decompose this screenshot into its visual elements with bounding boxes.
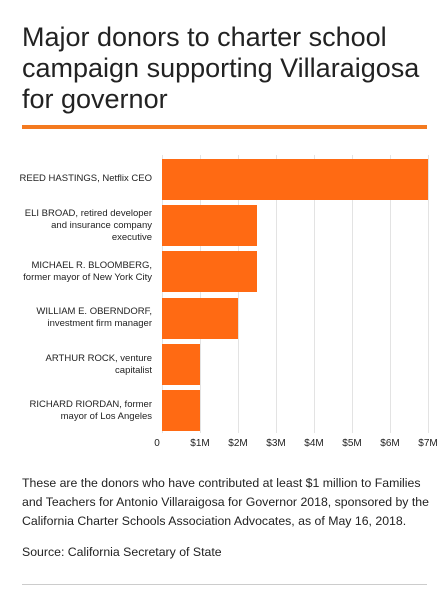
grid-line: [390, 155, 391, 433]
source: Source: California Secretary of State: [22, 545, 222, 559]
bar: [162, 205, 257, 246]
x-tick-label: $4M: [304, 438, 324, 449]
bar: [162, 158, 428, 200]
grid-line: [352, 155, 353, 433]
title-rule: [22, 125, 427, 129]
grid-line: [238, 155, 239, 433]
bar: [162, 251, 257, 293]
grid-line: [314, 155, 315, 433]
x-tick-label: $5M: [342, 438, 362, 449]
x-tick-label: $3M: [266, 438, 286, 449]
bar: [162, 297, 238, 339]
bar: [162, 344, 200, 385]
x-tick-label: $1M: [190, 438, 210, 449]
grid-line: [276, 155, 277, 433]
category-label: REED HASTINGS, Netflix CEO: [19, 173, 153, 185]
x-tick-label: $6M: [380, 438, 400, 449]
grid-line: [428, 155, 429, 433]
x-tick-label: $7M: [418, 438, 438, 449]
grid-line: [200, 155, 201, 433]
category-label: ELI BROAD, retired developer and insuran…: [24, 207, 152, 243]
category-label: RICHARD RIORDAN, former mayor of Los Ang…: [29, 398, 152, 422]
x-tick-label: $2M: [228, 438, 248, 449]
bar: [162, 390, 200, 432]
bottom-rule: [22, 584, 427, 585]
x-tick-label: 0: [154, 438, 160, 449]
category-label: MICHAEL R. BLOOMBERG, former mayor of Ne…: [23, 259, 152, 283]
category-label: ARTHUR ROCK, venture capitalist: [45, 352, 152, 376]
chart-title: Major donors to charter school campaign …: [22, 22, 420, 114]
footnote: These are the donors who have contribute…: [22, 476, 429, 528]
category-label: WILLIAM E. OBERNDORF, investment firm ma…: [36, 306, 152, 330]
grid-line: [162, 155, 163, 433]
